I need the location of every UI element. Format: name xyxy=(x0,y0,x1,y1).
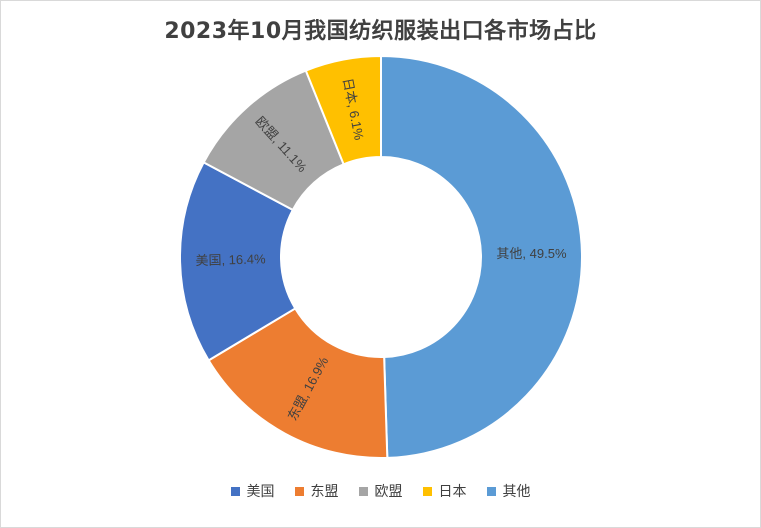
slice-东盟 xyxy=(207,307,389,459)
legend-label: 欧盟 xyxy=(374,484,403,500)
slice-美国 xyxy=(179,161,297,362)
legend-swatch xyxy=(358,486,368,496)
slice-日本 xyxy=(304,54,382,166)
legend-item-美国: 美国 xyxy=(230,481,275,501)
legend-label: 其他 xyxy=(502,484,531,500)
slice-label-美国: 美国, 16.4% xyxy=(195,251,266,268)
legend-item-日本: 日本 xyxy=(422,481,467,501)
chart-legend: 美国 东盟 欧盟 日本 其他 xyxy=(1,481,760,501)
legend-label: 东盟 xyxy=(310,484,339,500)
legend-swatch xyxy=(230,486,240,496)
legend-item-其他: 其他 xyxy=(486,481,531,501)
slice-label-其他: 其他, 49.5% xyxy=(496,246,567,261)
legend-swatch xyxy=(486,486,496,496)
legend-label: 美国 xyxy=(246,484,275,500)
chart-title: 2023年10月我国纺织服装出口各市场占比 xyxy=(164,19,597,44)
legend-swatch xyxy=(294,486,304,496)
legend-item-东盟: 东盟 xyxy=(294,481,339,501)
slice-其他 xyxy=(380,54,583,459)
legend-label: 日本 xyxy=(438,484,467,500)
legend-item-欧盟: 欧盟 xyxy=(358,481,403,501)
legend-swatch xyxy=(422,486,432,496)
